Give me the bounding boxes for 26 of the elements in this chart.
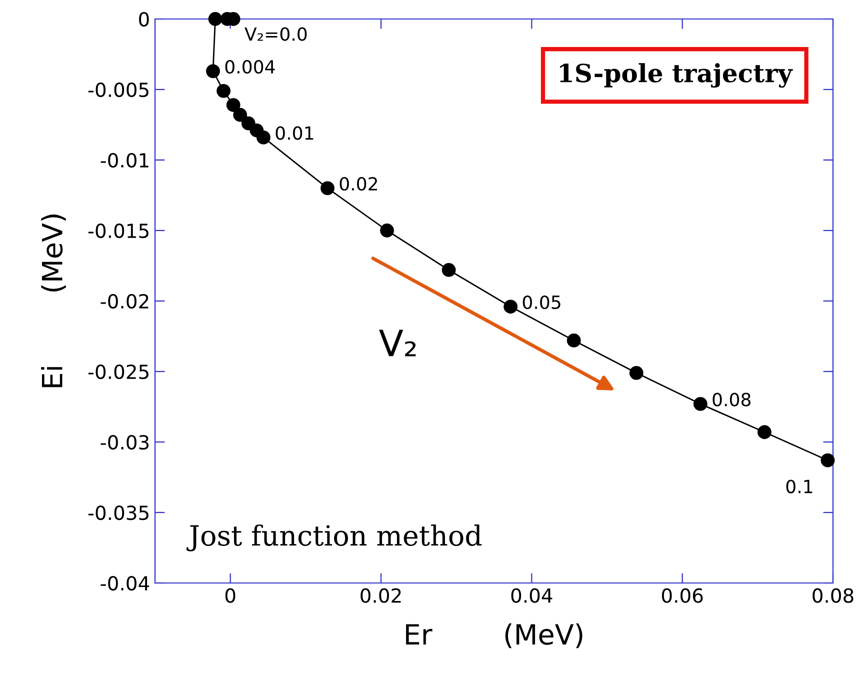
x-axis-title: Er (MeV) (406, 623, 582, 648)
y-tick-label: -0.03 (100, 434, 149, 450)
annotation: Jost function method (186, 524, 482, 552)
annotation: 0.1 (786, 480, 812, 494)
y-tick-label: 0 (139, 12, 149, 27)
annotation: V₂=0.0 (244, 27, 307, 41)
annotation: 0.05 (522, 295, 560, 310)
x-tick-label: 0.06 (662, 588, 703, 603)
x-tick-label: 0.02 (360, 588, 401, 603)
y-tick-label: -0.02 (100, 294, 148, 309)
annotation: 0.02 (340, 177, 378, 191)
y-tick-label: -0.005 (88, 82, 148, 98)
y-tick-label: -0.01 (100, 152, 148, 168)
y-tick-label: -0.025 (88, 364, 148, 380)
annotation: 0.004 (225, 60, 275, 74)
y-tick-label: -0.035 (88, 505, 148, 520)
x-tick-label: 0.08 (812, 588, 854, 603)
y-tick-label: -0.04 (100, 576, 150, 591)
y-axis-title: Ei (MeV) (41, 214, 66, 388)
y-tick-label: -0.015 (88, 223, 148, 238)
annotation: 1S-pole trajectry (560, 63, 793, 88)
x-tick-label: 0 (225, 588, 236, 603)
annotation: 0.08 (712, 392, 750, 406)
annotation: V₂ (379, 330, 416, 356)
x-tick-label: 0.04 (511, 588, 552, 603)
annotation: 0.01 (276, 126, 314, 140)
